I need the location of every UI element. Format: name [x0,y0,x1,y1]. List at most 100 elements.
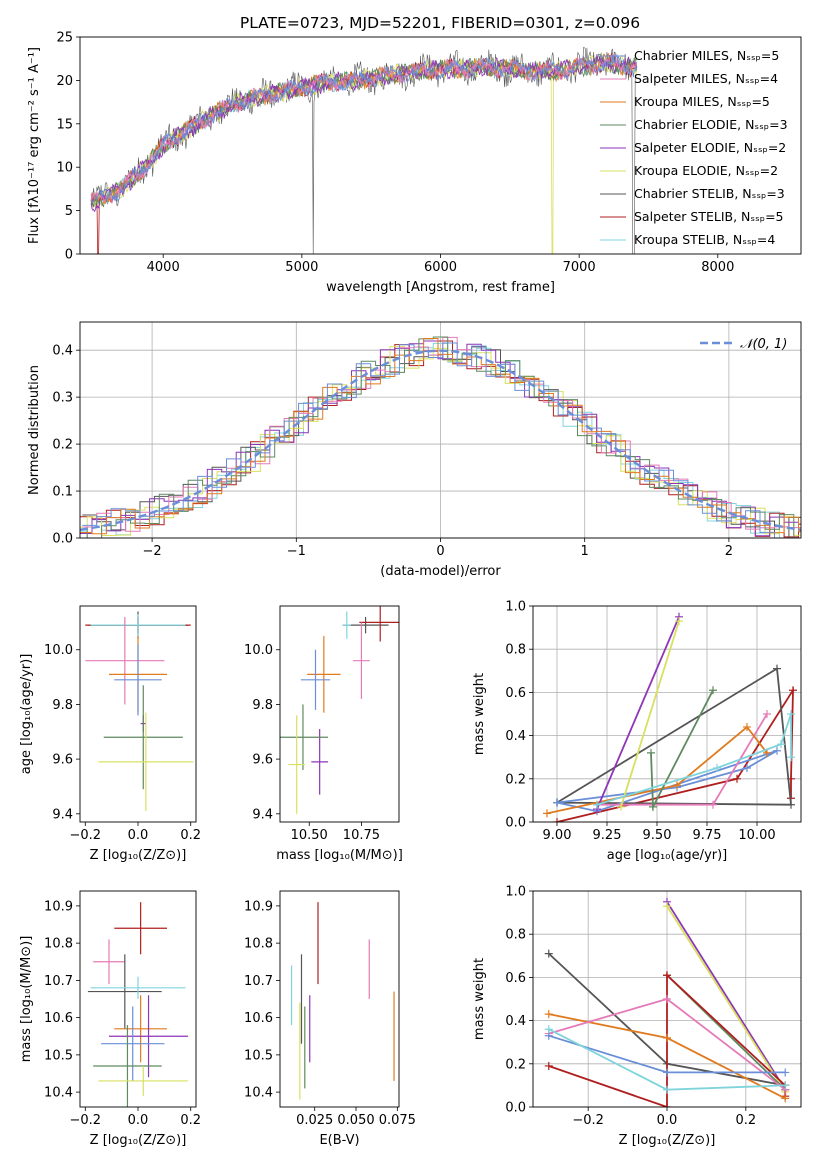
y-tick-label: 5 [65,204,73,219]
x-axis-label: Z [log₁₀(Z/Z⊙)] [619,1133,716,1148]
legend-label: Kroupa ELODIE, Nₛₛₚ=2 [634,163,778,178]
x-tick-label: −0.2 [572,1113,604,1128]
y-tick-label: 10.8 [44,937,73,952]
y-tick-label: 0.3 [52,391,73,406]
y-tick-label: 10.8 [244,937,273,952]
histogram-step [80,338,801,535]
data-marker [544,1025,553,1034]
x-tick-label: 6000 [424,260,457,275]
x-tick-label: 8000 [701,260,734,275]
plot-area [90,46,638,254]
legend-label: Salpeter STELIB, Nₛₛₚ=5 [634,209,784,224]
y-tick-label: 10.7 [244,974,273,989]
mass-weight-line [666,901,786,1091]
y-tick-label: 10.0 [44,643,73,658]
figure-title: PLATE=0723, MJD=52201, FIBERID=0301, z=0… [240,14,640,32]
plot-area [87,902,189,1107]
y-tick-label: 0.0 [52,532,73,547]
axes-spectrum: 4000 5000 6000 7000 8000 0 5 10 15 20 25 wavelength… [27,31,802,295]
x-tick-label: 4000 [147,260,180,275]
data-marker [647,748,655,757]
x-tick-label: −0.2 [69,828,101,843]
axes-frame [279,890,400,1108]
axes-frame [279,605,400,823]
y-tick-label: 0.2 [505,772,526,787]
y-axis-label: mass weight [472,673,487,755]
mass-weight-line [666,905,786,1093]
data-marker [709,800,717,809]
y-tick-label: 10.9 [44,899,73,914]
x-tick-label: 9.25 [593,828,622,843]
data-marker [673,781,681,790]
legend-label: 𝒩(0, 1) [740,337,787,352]
axes-frame [79,605,197,823]
x-tick-label: 0.2 [180,828,201,843]
x-tick-label: 1 [581,544,589,559]
legend-label: Chabrier STELIB, Nₛₛₚ=3 [634,186,785,201]
x-tick-label: 9.00 [543,828,572,843]
x-axis-label: E(B-V) [319,1133,359,1148]
spectrum-series-line [90,54,638,213]
data-marker [789,686,797,695]
axes-frame [79,36,802,255]
y-tick-label: 15 [56,117,73,132]
data-marker [663,995,671,1003]
y-axis-label: Flux [fλ10⁻¹⁷ erg cm⁻² s⁻¹ A⁻¹] [27,47,42,244]
y-tick-label: 25 [56,31,73,46]
mass-weight-line [556,667,792,806]
data-marker [781,1068,790,1077]
plot-area [85,611,194,812]
histogram-step [80,346,801,536]
data-marker [663,1068,671,1077]
x-tick-label: 5000 [285,260,318,275]
y-tick-label: 20 [56,74,73,89]
y-tick-label: 9.6 [52,753,73,768]
x-tick-label: −0.2 [69,1113,101,1128]
legend-label: Kroupa STELIB, Nₛₛₚ=4 [634,232,775,247]
plot-area [80,336,801,538]
data-marker [743,722,751,731]
legend-label: Salpeter MILES, Nₛₛₚ=4 [634,71,778,86]
axes-mass-ebv: 0.025 0.050 0.075 10.4 10.5 10.6 10.7 10.8 10.9 E… [244,890,416,1148]
data-marker [763,710,771,718]
data-marker [543,809,551,818]
y-tick-label: 1.0 [505,885,526,900]
plots-layer: 4000 5000 6000 7000 80000510152025wavelength… [19,31,802,1148]
data-marker [663,971,671,980]
legend-label: Chabrier MILES, Nₛₛₚ=5 [634,48,779,63]
y-tick-label: 0.1 [52,485,73,500]
data-marker [544,1061,553,1070]
legend-label: Salpeter ELODIE, Nₛₛₚ=2 [634,140,786,155]
x-tick-label: 10.00 [738,828,775,843]
y-tick-label: 10.5 [44,1048,73,1063]
x-tick-label: 0.075 [379,1113,416,1128]
data-marker [773,664,781,673]
data-marker [781,1094,790,1103]
x-tick-label: 9.75 [693,828,722,843]
x-tick-label: 0.2 [735,1113,756,1128]
y-tick-label: 9.4 [52,807,73,822]
data-marker [544,949,553,958]
x-tick-label: 0.0 [128,828,149,843]
data-marker [787,710,795,718]
plot-area [290,902,395,1100]
y-tick-label: 0.4 [505,1014,526,1029]
x-tick-label: −1 [287,544,306,559]
y-tick-label: 1.0 [505,600,526,615]
x-tick-label: 0.0 [657,1113,678,1128]
data-marker [777,740,785,749]
x-axis-label: Z [log₁₀(Z/Z⊙)] [90,1133,187,1148]
legend-label: Chabrier ELODIE, Nₛₛₚ=3 [634,117,788,132]
y-tick-label: 9.8 [52,698,73,713]
x-axis-label: mass [log₁₀(M/M⊙)] [276,848,403,863]
x-tick-label: 9.50 [643,828,672,843]
data-marker [781,1081,790,1090]
y-tick-label: 0 [65,248,73,263]
y-tick-label: 0.2 [505,1057,526,1072]
y-tick-label: 10.9 [244,899,273,914]
plot-area [543,612,797,822]
y-axis-label: age [log₁₀(age/yr)] [19,654,34,775]
data-marker [617,802,625,811]
y-tick-label: 0.8 [505,928,526,943]
